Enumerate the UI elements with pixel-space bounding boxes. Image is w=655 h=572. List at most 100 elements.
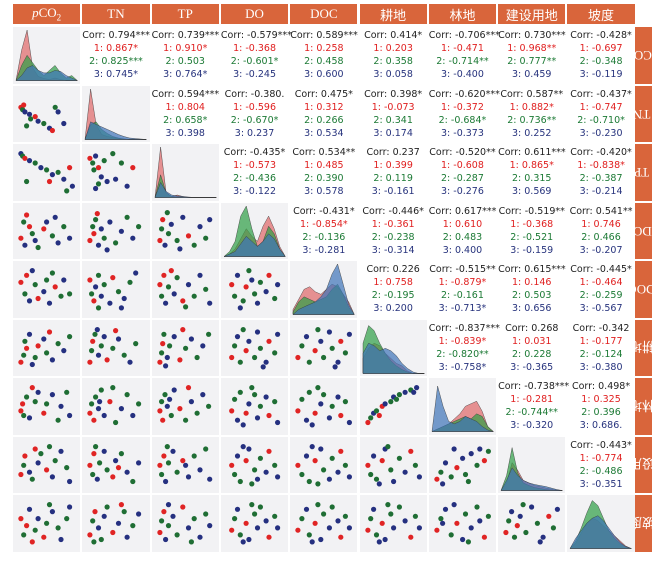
row-header-1: pCO2 [617,27,655,84]
scatter-point-group-2 [93,443,99,449]
scatter-point-group-2 [240,326,246,332]
scatter-point-group-3 [61,347,67,353]
scatter-point-group-3 [32,237,38,243]
scatter-point-group-1 [107,399,113,405]
group-3-correlation-label: 3: -0.119 [579,69,623,80]
scatter-point-group-3 [113,176,119,182]
scatter-cell [220,378,289,435]
scatter-point-group-2 [306,532,313,538]
scatter-point-group-2 [396,455,402,461]
correlation-cell [567,144,635,201]
scatter-point-group-3 [376,480,382,486]
group-1-correlation-label: 1: 0.031 [512,335,552,347]
scatter-point-group-3 [240,422,246,428]
scatter-point-group-1 [407,448,413,454]
correlation-cell [428,261,497,318]
group-3-correlation-label: 3: -0.245 [233,69,276,80]
scatter-point-group-3 [58,403,64,409]
scatter-point-group-1 [156,282,163,288]
group-1-correlation-label: 1: 0.882* [509,101,554,113]
group-3-correlation-label: 3: -0.365 [510,361,554,373]
scatter-point-group-3 [29,268,35,274]
scatter-point-group-3 [240,443,246,449]
density-curve-group-3 [500,466,563,491]
scatter-plot [18,502,73,545]
scatter-point-group-1 [24,523,30,529]
group-3-correlation-label: 3: 0.656 [512,303,552,314]
correlation-cell [498,261,566,318]
scatter-point-group-2 [29,476,35,482]
correlation-cell [498,378,566,435]
scatter-point-group-3 [370,452,376,459]
overall-correlation-label: Corr: -0.420* [570,147,632,158]
scatter-point-group-3 [168,221,174,227]
scatter-point-group-2 [396,392,402,398]
group-1-correlation-label: 1: 0.312 [304,101,344,113]
correlation-cell [428,144,497,201]
scatter-point-group-1 [67,165,73,171]
scatter-point-group-1 [87,532,93,538]
scatter-point-group-1 [41,534,47,540]
scatter-plot [228,326,281,369]
scatter-point-group-1 [312,347,318,353]
group-1-correlation-label: 1: 0.804 [165,101,205,113]
scatter-point-group-2 [191,452,197,459]
scatter-point-group-2 [194,354,200,360]
header-text: TN [633,106,651,122]
scatter-point-group-2 [412,513,418,519]
scatter-point-group-1 [24,345,30,351]
scatter-point-group-3 [309,422,315,428]
scatter-point-group-1 [160,272,167,278]
scatter-point-group-1 [91,417,97,423]
group-1-correlation-label: 1: -0.368 [233,43,276,54]
scatter-plot [87,151,136,192]
scatter-point-group-2 [98,342,105,348]
scatter-point-group-3 [67,412,73,419]
scatter-plot [228,502,281,545]
scatter-point-group-1 [26,223,33,229]
correlation-cell [151,85,219,142]
scatter-point-group-2 [485,513,491,519]
scatter-point-group-1 [228,282,235,288]
correlation-cell [151,27,219,84]
scatter-point-group-3 [104,178,110,185]
scatter-point-group-2 [116,289,122,295]
scatter-point-group-1 [87,237,93,243]
scatter-point-group-2 [44,349,50,355]
scatter-point-group-3 [246,445,252,452]
scatter-point-group-1 [22,452,28,459]
scatter-point-group-1 [243,284,249,290]
scatter-point-group-1 [92,509,98,515]
scatter-point-group-2 [462,511,468,517]
group-2-correlation-label: 2: -0.161 [441,290,484,301]
scatter-plot [156,443,212,484]
scatter-point-group-1 [243,347,249,353]
scatter-point-group-1 [94,210,101,216]
density-plot [85,88,147,140]
scatter-point-group-3 [249,277,255,283]
scatter-point-group-2 [161,392,168,398]
group-3-correlation-label: 3: 0.534 [304,127,344,139]
scatter-cell [151,495,219,552]
group-2-correlation-label: 2: -0.287 [441,173,484,184]
column-header-1: pCO2 [13,4,81,24]
group-3-correlation-label: 3: -0.161 [371,186,415,197]
scatter-point-group-3 [196,272,203,278]
density-curve-group-3 [85,121,147,140]
scatter-point-group-2 [237,359,243,365]
scatter-plot [18,151,75,194]
group-2-correlation-label: 2: -0.521 [510,231,554,243]
scatter-point-group-3 [58,448,64,454]
scatter-point-group-1 [41,410,47,416]
group-2-correlation-label: 2: -0.238 [371,231,415,243]
scatter-point-group-2 [506,518,512,524]
scatter-point-group-2 [32,282,38,288]
scatter-point-group-2 [202,445,208,452]
correlation-text: Corr: 0.414* 1: 0.203 2: 0.358 3: 0.058 [360,29,427,81]
scatter-plot [87,270,139,311]
scatter-plot [18,101,67,133]
correlation-text: Corr: 0.739*** 1: 0.910* 2: 0.503 3: 0.764* [152,29,220,81]
scatter-point-group-2 [98,387,105,393]
group-2-correlation-label: 2: -0.820** [436,348,489,360]
overall-correlation-label: Corr: -0.380. [224,88,285,100]
